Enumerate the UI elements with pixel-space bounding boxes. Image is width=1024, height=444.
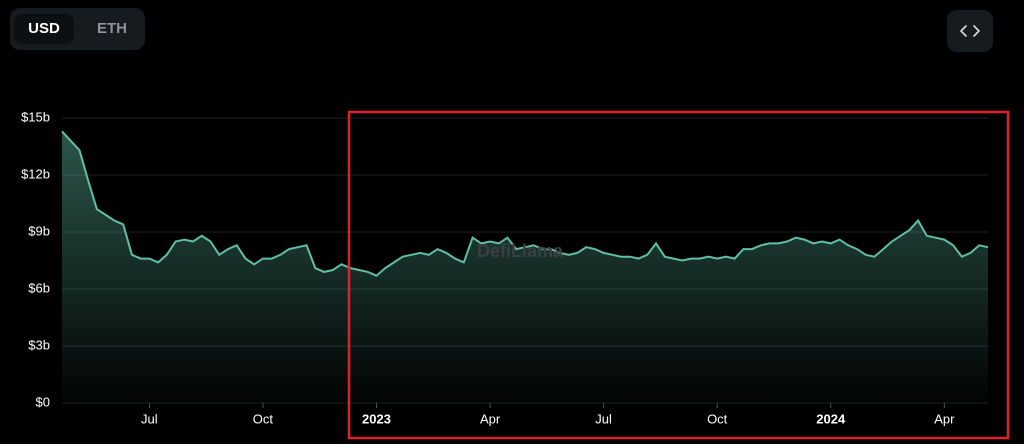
x-tick-label: Oct — [707, 411, 728, 426]
x-tick-label: 2024 — [816, 411, 846, 426]
line — [61, 130, 989, 277]
currency-toggle: USD ETH — [10, 8, 145, 50]
x-tick-label: Apr — [934, 411, 955, 426]
x-tick-label: 2023 — [362, 411, 391, 426]
embed-button[interactable] — [947, 10, 993, 52]
y-tick-label: $6b — [28, 280, 50, 295]
y-tick-label: $15b — [21, 109, 50, 124]
highlight-box — [347, 110, 1010, 440]
y-tick-label: $3b — [28, 337, 50, 352]
area-fill — [62, 131, 988, 404]
x-tick-label: Apr — [480, 411, 501, 426]
y-tick-label: $0 — [36, 394, 50, 409]
watermark: DefiLlama — [477, 241, 564, 261]
y-tick-label: $12b — [21, 166, 50, 181]
x-tick-label: Jul — [141, 411, 158, 426]
toggle-eth[interactable]: ETH — [97, 20, 127, 37]
x-tick-label: Jul — [595, 411, 612, 426]
toggle-usd[interactable]: USD — [14, 14, 74, 44]
x-tick-label: Oct — [253, 411, 274, 426]
code-icon — [960, 25, 980, 37]
y-tick-label: $9b — [28, 223, 50, 238]
